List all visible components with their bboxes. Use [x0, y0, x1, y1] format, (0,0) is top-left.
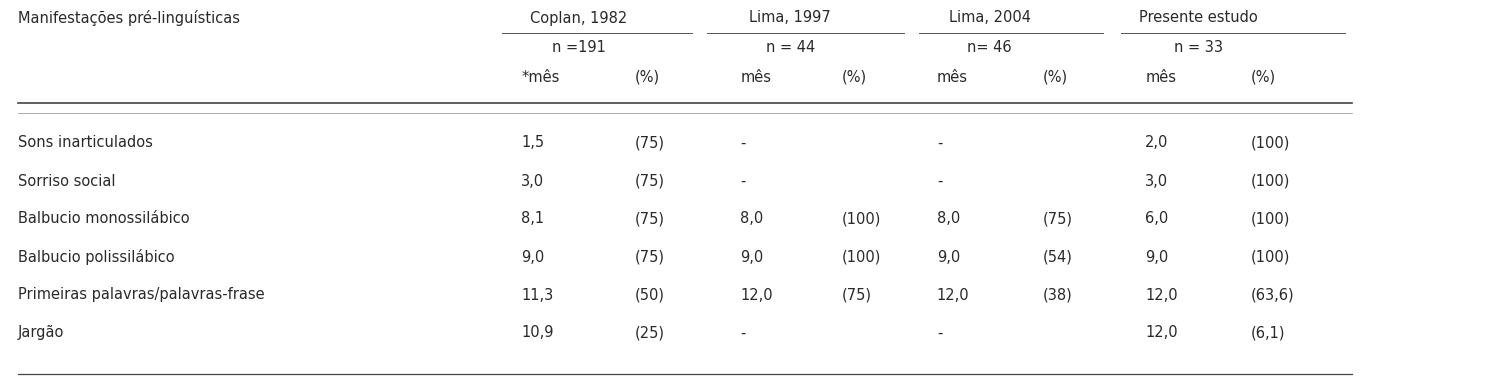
Text: (100): (100): [842, 212, 881, 227]
Text: 9,0: 9,0: [1145, 250, 1168, 265]
Text: 8,0: 8,0: [740, 212, 763, 227]
Text: 12,0: 12,0: [937, 288, 970, 303]
Text: mês: mês: [937, 70, 969, 84]
Text: (6,1): (6,1): [1251, 326, 1286, 341]
Text: mês: mês: [740, 70, 772, 84]
Text: 8,0: 8,0: [937, 212, 959, 227]
Text: (75): (75): [842, 288, 872, 303]
Text: (%): (%): [635, 70, 660, 84]
Text: 10,9: 10,9: [521, 326, 555, 341]
Text: (100): (100): [1251, 136, 1290, 151]
Text: -: -: [740, 174, 746, 189]
Text: (100): (100): [842, 250, 881, 265]
Text: 9,0: 9,0: [740, 250, 763, 265]
Text: Lima, 2004: Lima, 2004: [949, 10, 1031, 25]
Text: Sorriso social: Sorriso social: [18, 174, 116, 189]
Text: 6,0: 6,0: [1145, 212, 1168, 227]
Text: (75): (75): [1043, 212, 1073, 227]
Text: Lima, 1997: Lima, 1997: [749, 10, 831, 25]
Text: (100): (100): [1251, 174, 1290, 189]
Text: 12,0: 12,0: [1145, 326, 1179, 341]
Text: -: -: [937, 136, 943, 151]
Text: (54): (54): [1043, 250, 1073, 265]
Text: 9,0: 9,0: [937, 250, 959, 265]
Text: 3,0: 3,0: [521, 174, 544, 189]
Text: (63,6): (63,6): [1251, 288, 1295, 303]
Text: mês: mês: [1145, 70, 1177, 84]
Text: (%): (%): [1043, 70, 1068, 84]
Text: (75): (75): [635, 174, 665, 189]
Text: Coplan, 1982: Coplan, 1982: [530, 10, 627, 25]
Text: -: -: [937, 174, 943, 189]
Text: (38): (38): [1043, 288, 1073, 303]
Text: 2,0: 2,0: [1145, 136, 1168, 151]
Text: 8,1: 8,1: [521, 212, 544, 227]
Text: -: -: [937, 326, 943, 341]
Text: n = 33: n = 33: [1174, 40, 1222, 55]
Text: Presente estudo: Presente estudo: [1139, 10, 1257, 25]
Text: -: -: [740, 326, 746, 341]
Text: 1,5: 1,5: [521, 136, 544, 151]
Text: (75): (75): [635, 136, 665, 151]
Text: 11,3: 11,3: [521, 288, 553, 303]
Text: (50): (50): [635, 288, 665, 303]
Text: (100): (100): [1251, 212, 1290, 227]
Text: 3,0: 3,0: [1145, 174, 1168, 189]
Text: *mês: *mês: [521, 70, 559, 84]
Text: (75): (75): [635, 250, 665, 265]
Text: 12,0: 12,0: [1145, 288, 1179, 303]
Text: n =191: n =191: [552, 40, 606, 55]
Text: 9,0: 9,0: [521, 250, 544, 265]
Text: -: -: [740, 136, 746, 151]
Text: (25): (25): [635, 326, 665, 341]
Text: Manifestações pré-linguísticas: Manifestações pré-linguísticas: [18, 10, 240, 26]
Text: 12,0: 12,0: [740, 288, 774, 303]
Text: Jargão: Jargão: [18, 326, 65, 341]
Text: n= 46: n= 46: [967, 40, 1012, 55]
Text: Balbucio polissilábico: Balbucio polissilábico: [18, 249, 175, 265]
Text: (%): (%): [842, 70, 867, 84]
Text: n = 44: n = 44: [766, 40, 814, 55]
Text: Primeiras palavras/palavras-frase: Primeiras palavras/palavras-frase: [18, 288, 264, 303]
Text: Sons inarticulados: Sons inarticulados: [18, 136, 153, 151]
Text: (75): (75): [635, 212, 665, 227]
Text: (%): (%): [1251, 70, 1277, 84]
Text: Balbucio monossilábico: Balbucio monossilábico: [18, 212, 190, 227]
Text: (100): (100): [1251, 250, 1290, 265]
